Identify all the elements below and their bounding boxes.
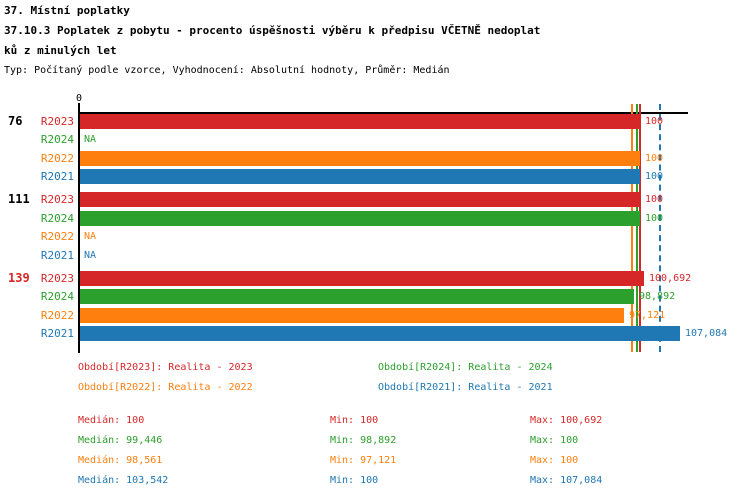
bar-r2023: [80, 270, 644, 286]
bar-value-label: 107,084: [685, 328, 728, 339]
stat-min-r2023: Min: 100: [330, 415, 379, 426]
y-axis-line: [78, 103, 80, 353]
page-title: 37. Místní poplatky: [4, 4, 130, 17]
bar-r2024: [80, 210, 640, 226]
x-axis-line: [78, 112, 688, 114]
median-line-r2021: [659, 104, 661, 352]
series-label-r2024: R2024: [40, 290, 74, 304]
series-label-r2021: R2021: [40, 170, 74, 184]
bar-value-label: 100: [645, 212, 664, 224]
x-axis-zero-tick-label: 0: [75, 93, 83, 104]
series-label-r2021: R2021: [40, 327, 74, 340]
bar-r2022: [80, 150, 640, 166]
group-label-139: 139: [8, 270, 30, 285]
series-label-r2021: R2021: [40, 248, 74, 262]
bar-na-label: NA: [84, 231, 97, 243]
series-label-r2022: R2022: [40, 308, 74, 322]
stat-median-r2021: Medián: 103,542: [78, 475, 169, 486]
legend-item-r2023: Období[R2023]: Realita - 2023: [78, 362, 253, 373]
bar-na-label: NA: [84, 134, 97, 146]
bar-r2023: [80, 192, 640, 208]
series-label-r2022: R2022: [40, 230, 74, 244]
bar-r2022: [80, 307, 624, 323]
stat-median-r2023: Medián: 100: [78, 415, 145, 426]
series-label-r2024: R2024: [40, 133, 74, 147]
series-label-r2024: R2024: [40, 211, 74, 225]
median-line-r2024: [636, 104, 638, 352]
stat-median-r2024: Medián: 99,446: [78, 435, 163, 446]
stat-min-r2022: Min: 97,121: [330, 455, 397, 466]
group-label-111: 111: [8, 192, 30, 207]
group-label-76: 76: [8, 114, 23, 128]
legend-item-r2024: Období[R2024]: Realita - 2024: [378, 362, 553, 373]
series-label-r2023: R2023: [40, 271, 74, 285]
stat-median-r2022: Medián: 98,561: [78, 455, 163, 466]
bar-r2021: [80, 169, 640, 185]
stat-max-r2023: Max: 100,692: [530, 415, 603, 426]
bar-value-label: 100: [645, 152, 664, 164]
median-line-r2023: [639, 104, 641, 352]
stat-max-r2024: Max: 100: [530, 435, 579, 446]
chart-subtitle: Typ: Počítaný podle vzorce, Vyhodnocení:…: [4, 65, 450, 76]
stat-max-r2022: Max: 100: [530, 455, 579, 466]
stat-min-r2021: Min: 100: [330, 475, 379, 486]
bar-r2021: [80, 326, 680, 341]
bar-value-label: 100: [645, 171, 664, 183]
bar-value-label: 100,692: [649, 272, 692, 284]
bar-na-label: NA: [84, 249, 97, 261]
legend-item-r2021: Období[R2021]: Realita - 2021: [378, 382, 553, 393]
series-label-r2022: R2022: [40, 151, 74, 165]
stat-min-r2024: Min: 98,892: [330, 435, 397, 446]
chart-title-line2: ků z minulých let: [4, 44, 117, 57]
bar-value-label: 97,121: [629, 309, 666, 321]
bar-value-label: 100: [645, 116, 664, 127]
bar-r2023: [80, 114, 640, 129]
median-line-r2022: [631, 104, 633, 352]
bar-value-label: 98,892: [639, 291, 676, 303]
stat-max-r2021: Max: 107,084: [530, 475, 603, 486]
legend-item-r2022: Období[R2022]: Realita - 2022: [78, 382, 253, 393]
series-label-r2023: R2023: [40, 193, 74, 207]
series-label-r2023: R2023: [40, 115, 74, 128]
bar-value-label: 100: [645, 194, 664, 206]
chart-title-line1: 37.10.3 Poplatek z pobytu - procento úsp…: [4, 24, 541, 37]
bar-r2024: [80, 289, 634, 305]
